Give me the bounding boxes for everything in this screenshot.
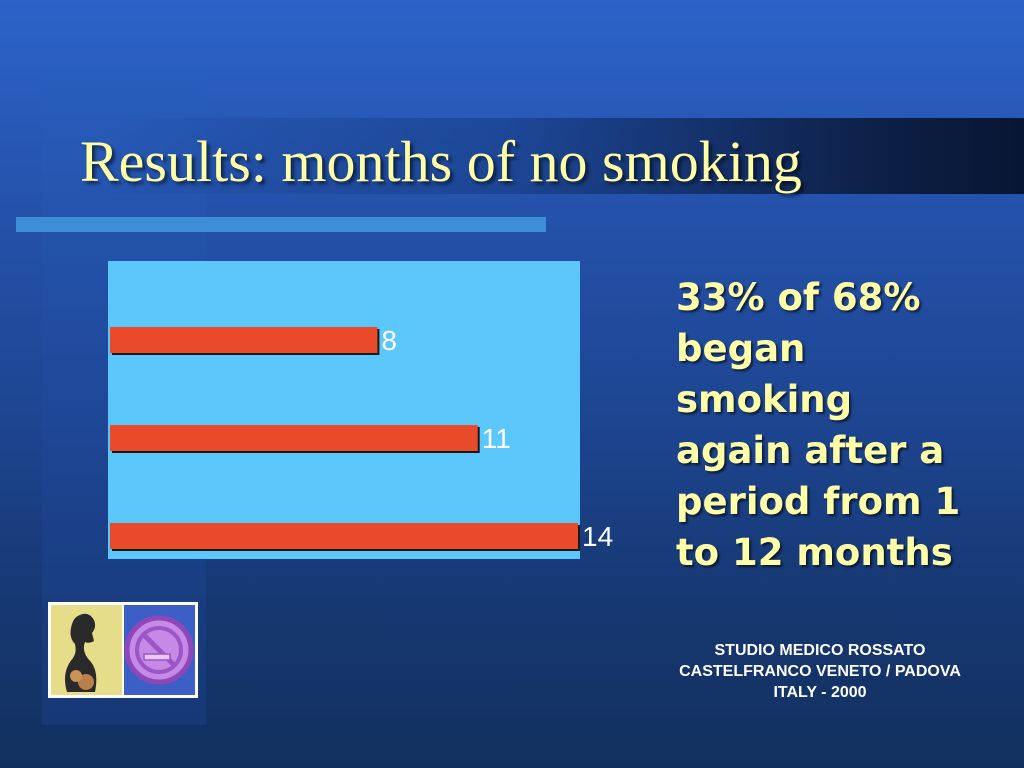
bar-data-label-1: 11: [482, 423, 511, 454]
callout-text: 33% of 68% began smoking again after a p…: [676, 276, 961, 574]
woman-smoking-and-no-smoking-sign-icon: [48, 602, 198, 698]
bar-2: [110, 523, 578, 549]
bar-0: [110, 327, 378, 353]
footer-line-location: CASTELFRANCO VENETO / PADOVA: [679, 663, 961, 680]
accent-line: [16, 217, 546, 232]
bar-1: [110, 425, 478, 451]
title-band: [86, 118, 1024, 194]
bar-data-label-2: 14: [582, 521, 613, 552]
footer-line-country-year: ITALY - 2000: [773, 684, 867, 701]
plot-background: [108, 261, 580, 559]
bar-data-label-0: 8: [381, 325, 397, 356]
footer-credit: STUDIO MEDICO ROSSATO CASTELFRANCO VENET…: [640, 640, 1000, 703]
footer-line-studio: STUDIO MEDICO ROSSATO: [714, 642, 926, 659]
slide-title: Results: months of no smoking: [80, 129, 802, 194]
